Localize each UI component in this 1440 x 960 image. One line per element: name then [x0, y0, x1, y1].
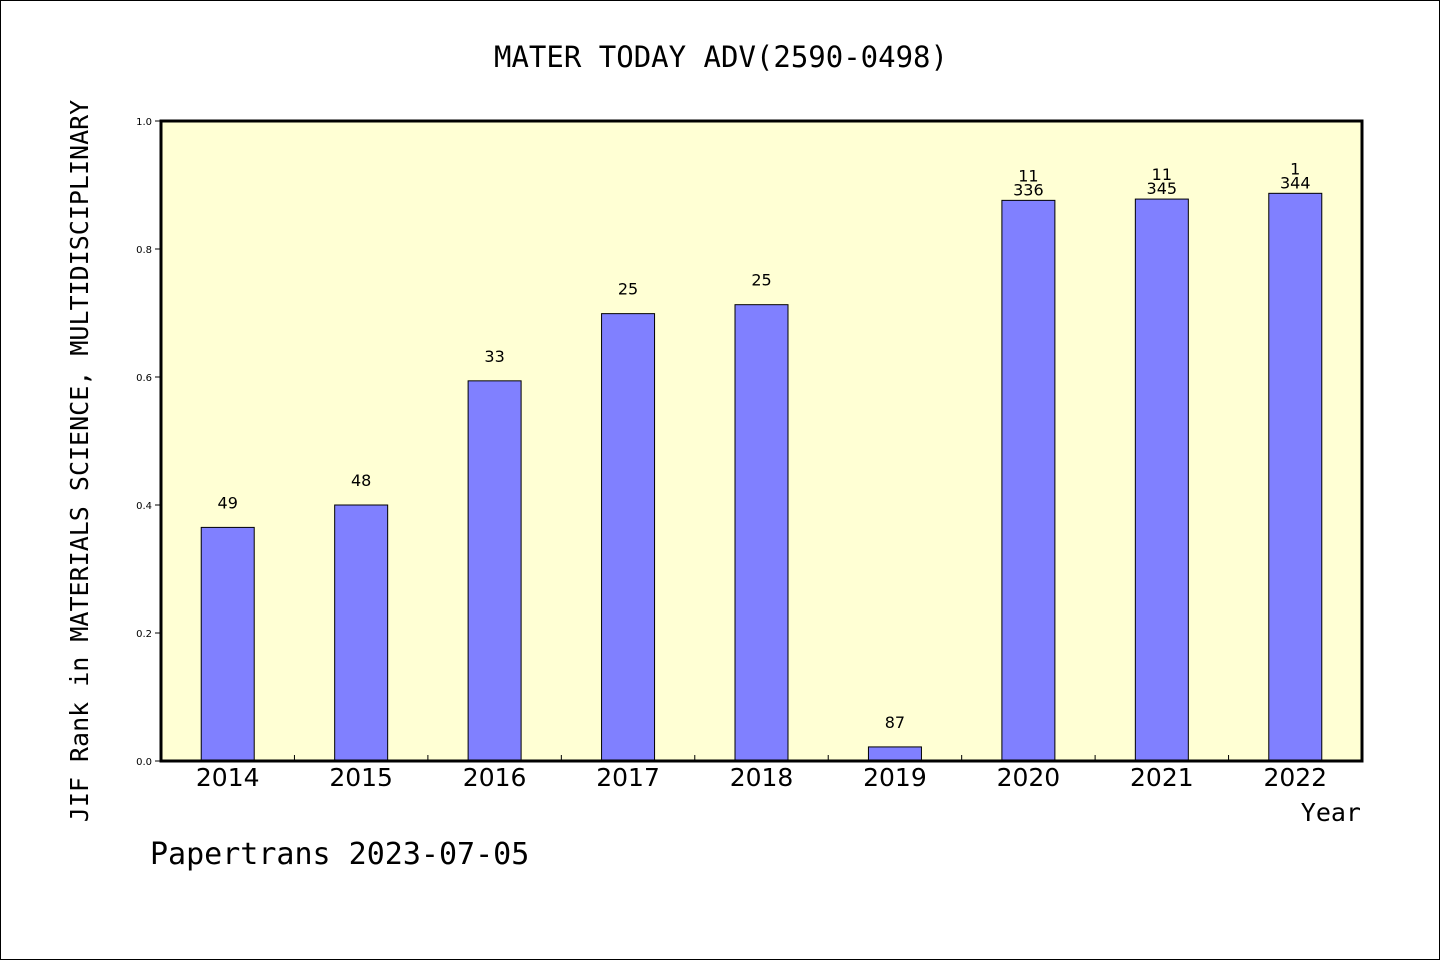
x-tick-label: 2021 [1130, 763, 1194, 792]
bar-value-label: 1 [1290, 159, 1300, 178]
bar-value-label: 33 [484, 347, 504, 366]
bar-2018 [734, 304, 789, 762]
bar-value-label: 336 [1013, 180, 1044, 199]
bar-2022 [1268, 192, 1323, 762]
bar-2015 [334, 504, 389, 762]
x-tick-label: 2016 [463, 763, 527, 792]
x-tick-label: 2018 [730, 763, 794, 792]
bar-value-label: 25 [751, 271, 771, 290]
x-tick-label: 2020 [997, 763, 1061, 792]
bar-value-label: 49 [218, 493, 238, 512]
bar-value-label: 11 [1018, 166, 1038, 185]
y-tick-label: 0.2 [136, 629, 152, 640]
y-axis-label: JIF Rank in MATERIALS SCIENCE, MULTIDISC… [65, 100, 94, 822]
x-tick-label: 2019 [863, 763, 927, 792]
bar-value-label: 11 [1152, 165, 1172, 184]
bar-value-label: 345 [1147, 179, 1178, 198]
y-tick-label: 1.0 [136, 117, 152, 128]
bar-2014 [200, 526, 255, 762]
y-tick-label: 0.8 [136, 245, 152, 256]
y-tick-label: 0.4 [136, 501, 152, 512]
bar-2021 [1134, 198, 1189, 762]
x-tick-label: 2014 [196, 763, 260, 792]
plot-border [159, 119, 1364, 763]
bar-value-label: 87 [885, 713, 905, 732]
bar-2017 [601, 313, 656, 762]
chart-title: MATER TODAY ADV(2590-0498) [494, 40, 948, 74]
bar-2016 [467, 380, 522, 762]
x-tick-label: 2022 [1263, 763, 1327, 792]
bar-value-label: 48 [351, 471, 371, 490]
bar-value-label: 25 [618, 280, 638, 299]
x-axis-label: Year [1301, 798, 1361, 827]
footer-stamp: Papertrans 2023-07-05 [150, 837, 529, 872]
bar-value-label: 344 [1280, 173, 1311, 192]
x-tick-label: 2017 [596, 763, 660, 792]
bar-2019 [867, 746, 922, 762]
bar-2020 [1001, 199, 1056, 762]
x-tick-label: 2015 [329, 763, 393, 792]
y-tick-label: 0.6 [136, 373, 152, 384]
y-tick-label: 0.0 [136, 757, 152, 768]
